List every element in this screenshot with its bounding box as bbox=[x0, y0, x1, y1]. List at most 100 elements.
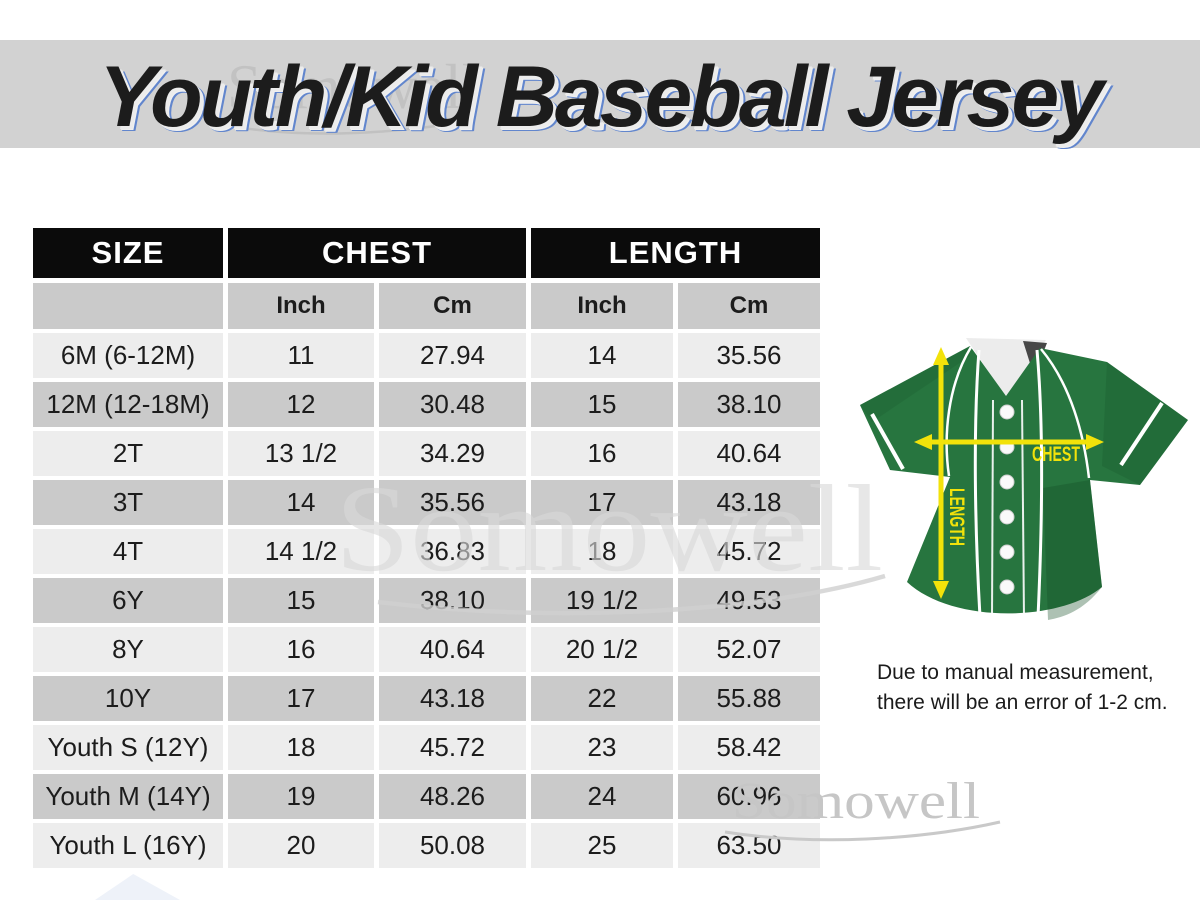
cell-chest-cm: 43.18 bbox=[379, 676, 526, 721]
jersey-piping-right bbox=[1035, 349, 1044, 618]
length-arrow-label: LENGTH bbox=[945, 488, 968, 546]
table-row: Youth L (16Y) 20 50.08 25 63.50 bbox=[33, 823, 820, 868]
cell-length-inch: 22 bbox=[531, 676, 673, 721]
cell-size: 4T bbox=[33, 529, 223, 574]
subheader-chest-inch: Inch bbox=[228, 283, 374, 329]
note-line-1: Due to manual measurement, bbox=[877, 661, 1154, 684]
jersey-piping-left bbox=[973, 349, 982, 618]
cell-chest-inch: 19 bbox=[228, 774, 374, 819]
cell-size: Youth M (14Y) bbox=[33, 774, 223, 819]
table-row: Youth S (12Y) 18 45.72 23 58.42 bbox=[33, 725, 820, 770]
cell-length-cm: 52.07 bbox=[678, 627, 820, 672]
table-row: Youth M (14Y) 19 48.26 24 60.96 bbox=[33, 774, 820, 819]
cell-chest-cm: 27.94 bbox=[379, 333, 526, 378]
subheader-chest-cm: Cm bbox=[379, 283, 526, 329]
cell-size: 6M (6-12M) bbox=[33, 333, 223, 378]
table-row: 8Y 16 40.64 20 1/2 52.07 bbox=[33, 627, 820, 672]
jersey-inner-collar bbox=[966, 338, 1046, 400]
cell-chest-inch: 17 bbox=[228, 676, 374, 721]
cell-size: Youth S (12Y) bbox=[33, 725, 223, 770]
table-header-row: SIZE CHEST LENGTH bbox=[33, 228, 820, 278]
cell-chest-cm: 34.29 bbox=[379, 431, 526, 476]
cell-size: Youth L (16Y) bbox=[33, 823, 223, 868]
cell-length-inch: 14 bbox=[531, 333, 673, 378]
title-banner: Somowell Youth/Kid Baseball Jersey bbox=[0, 40, 1200, 148]
length-arrow bbox=[933, 347, 949, 599]
cell-length-inch: 24 bbox=[531, 774, 673, 819]
cell-size: 6Y bbox=[33, 578, 223, 623]
measurement-note: Due to manual measurement, there will be… bbox=[877, 658, 1200, 718]
cell-length-cm: 35.56 bbox=[678, 333, 820, 378]
col-header-length: LENGTH bbox=[531, 228, 820, 278]
cell-length-cm: 55.88 bbox=[678, 676, 820, 721]
page-title: Youth/Kid Baseball Jersey bbox=[99, 49, 1104, 145]
decorative-triangle bbox=[95, 874, 180, 900]
cell-length-inch: 17 bbox=[531, 480, 673, 525]
cell-chest-cm: 50.08 bbox=[379, 823, 526, 868]
cell-chest-inch: 11 bbox=[228, 333, 374, 378]
cell-length-inch: 23 bbox=[531, 725, 673, 770]
cell-chest-inch: 12 bbox=[228, 382, 374, 427]
table-row: 4T 14 1/2 36.83 18 45.72 bbox=[33, 529, 820, 574]
cell-length-cm: 49.53 bbox=[678, 578, 820, 623]
cell-length-cm: 58.42 bbox=[678, 725, 820, 770]
cell-size: 12M (12-18M) bbox=[33, 382, 223, 427]
jersey-cuff-stripe-right bbox=[1119, 401, 1164, 467]
cell-length-inch: 16 bbox=[531, 431, 673, 476]
cell-size: 3T bbox=[33, 480, 223, 525]
cell-chest-inch: 14 bbox=[228, 480, 374, 525]
cell-chest-inch: 14 1/2 bbox=[228, 529, 374, 574]
col-header-chest: CHEST bbox=[228, 228, 526, 278]
cell-chest-cm: 45.72 bbox=[379, 725, 526, 770]
jersey-body-shadow bbox=[1043, 480, 1102, 620]
cell-chest-cm: 38.10 bbox=[379, 578, 526, 623]
cell-size: 8Y bbox=[33, 627, 223, 672]
cell-chest-cm: 30.48 bbox=[379, 382, 526, 427]
jersey-illustration: CHEST LENGTH bbox=[840, 330, 1200, 660]
cell-chest-cm: 36.83 bbox=[379, 529, 526, 574]
chest-arrow bbox=[914, 434, 1104, 450]
cell-length-cm: 38.10 bbox=[678, 382, 820, 427]
size-table: SIZE CHEST LENGTH Inch Cm Inch Cm 6M (6-… bbox=[33, 228, 820, 872]
cell-chest-inch: 16 bbox=[228, 627, 374, 672]
cell-chest-cm: 48.26 bbox=[379, 774, 526, 819]
table-row: 12M (12-18M) 12 30.48 15 38.10 bbox=[33, 382, 820, 427]
cell-size: 2T bbox=[33, 431, 223, 476]
cell-length-cm: 63.50 bbox=[678, 823, 820, 868]
cell-length-inch: 15 bbox=[531, 382, 673, 427]
table-row: 6M (6-12M) 11 27.94 14 35.56 bbox=[33, 333, 820, 378]
cell-length-inch: 25 bbox=[531, 823, 673, 868]
jersey-sleeve-shadow bbox=[1102, 362, 1188, 485]
cell-length-cm: 40.64 bbox=[678, 431, 820, 476]
jersey-raglan-seam-left bbox=[945, 346, 973, 477]
jersey-placket-edge-left bbox=[991, 399, 994, 620]
cell-chest-inch: 20 bbox=[228, 823, 374, 868]
cell-chest-inch: 15 bbox=[228, 578, 374, 623]
table-row: 2T 13 1/2 34.29 16 40.64 bbox=[33, 431, 820, 476]
note-line-2: there will be an error of 1-2 cm. bbox=[877, 691, 1168, 714]
table-row: 3T 14 35.56 17 43.18 bbox=[33, 480, 820, 525]
cell-length-cm: 60.96 bbox=[678, 774, 820, 819]
cell-length-cm: 45.72 bbox=[678, 529, 820, 574]
jersey-cuff-stripe-left bbox=[870, 413, 905, 470]
cell-length-inch: 19 1/2 bbox=[531, 578, 673, 623]
cell-chest-cm: 40.64 bbox=[379, 627, 526, 672]
subheader-spacer bbox=[33, 283, 223, 329]
cell-chest-inch: 13 1/2 bbox=[228, 431, 374, 476]
table-row: 10Y 17 43.18 22 55.88 bbox=[33, 676, 820, 721]
cell-chest-inch: 18 bbox=[228, 725, 374, 770]
chest-arrow-label: CHEST bbox=[1032, 443, 1080, 466]
jersey-raglan-seam-right bbox=[1040, 348, 1091, 479]
table-subheader-row: Inch Cm Inch Cm bbox=[33, 283, 820, 329]
subheader-length-cm: Cm bbox=[678, 283, 820, 329]
col-header-size: SIZE bbox=[33, 228, 223, 278]
cell-length-inch: 20 1/2 bbox=[531, 627, 673, 672]
cell-chest-cm: 35.56 bbox=[379, 480, 526, 525]
table-row: 6Y 15 38.10 19 1/2 49.53 bbox=[33, 578, 820, 623]
subheader-length-inch: Inch bbox=[531, 283, 673, 329]
cell-length-cm: 43.18 bbox=[678, 480, 820, 525]
cell-size: 10Y bbox=[33, 676, 223, 721]
jersey-placket-edge-right bbox=[1021, 399, 1025, 620]
cell-length-inch: 18 bbox=[531, 529, 673, 574]
